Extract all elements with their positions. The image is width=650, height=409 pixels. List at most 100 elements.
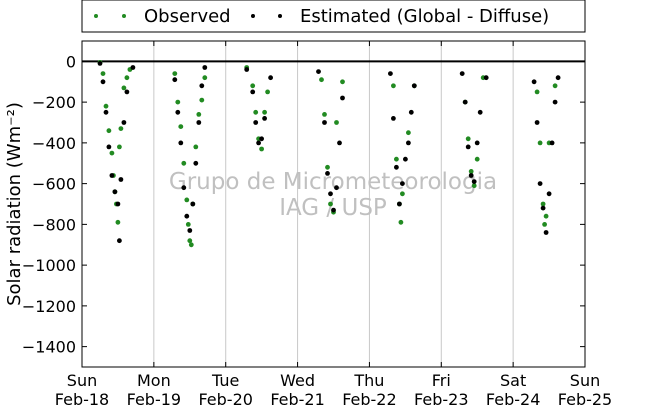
- y-axis-label: Solar radiation (Wm⁻²): [4, 102, 25, 306]
- estimated-point: [537, 181, 543, 187]
- observed-point: [325, 164, 330, 170]
- observed-point: [118, 126, 124, 131]
- observed-point: [322, 112, 327, 117]
- estimated-point: [196, 120, 202, 125]
- legend: Observed Estimated (Global - Diffuse): [81, 0, 586, 33]
- estimated-point: [337, 140, 342, 146]
- estimated-point: [340, 95, 345, 101]
- x-tick-date: Feb-18: [55, 390, 109, 409]
- legend-label-observed: Observed: [144, 6, 231, 27]
- estimated-point: [483, 75, 489, 81]
- observed-point: [471, 183, 477, 189]
- estimated-point: [124, 89, 130, 95]
- x-tick-day: Wed: [280, 371, 315, 390]
- estimated-point: [121, 120, 127, 125]
- estimated-point: [391, 116, 396, 121]
- observed-point: [328, 201, 333, 207]
- x-tick-date: Feb-22: [342, 390, 396, 409]
- observed-point: [199, 97, 205, 103]
- estimated-point: [406, 140, 411, 146]
- observed-point: [398, 219, 404, 225]
- x-tick-day: Tue: [211, 371, 239, 390]
- y-tick-label: −400: [32, 134, 76, 153]
- observed-point: [334, 120, 339, 125]
- estimated-point: [468, 173, 474, 178]
- x-tick-day: Thu: [353, 371, 384, 390]
- legend-marker-estimated: [278, 14, 282, 18]
- observed-point: [106, 128, 112, 134]
- estimated-point: [109, 173, 115, 178]
- observed-point: [115, 219, 121, 225]
- estimated-point: [471, 179, 477, 185]
- observed-point: [188, 242, 194, 248]
- observed-point: [178, 124, 184, 129]
- observed-point: [121, 85, 127, 91]
- estimated-point: [117, 238, 122, 244]
- estimated-point: [259, 136, 264, 142]
- x-tick-date: Feb-19: [127, 390, 181, 409]
- estimated-point: [477, 109, 483, 115]
- observed-point: [253, 109, 259, 115]
- estimated-point: [465, 144, 471, 150]
- watermark: Grupo de Micrometeorologia IAG / USP: [169, 169, 497, 221]
- estimated-point: [172, 77, 178, 83]
- estimated-point: [253, 120, 259, 125]
- observed-point: [400, 191, 405, 197]
- x-axis-ticks: SunFeb-18MonFeb-19TueFeb-20WedFeb-21ThuF…: [55, 41, 612, 409]
- x-tick-day: Mon: [137, 371, 171, 390]
- legend-entry-estimated: Estimated (Global - Diffuse): [251, 6, 549, 27]
- estimated-point: [184, 213, 190, 219]
- grid: [153, 41, 514, 367]
- observed-point: [172, 71, 178, 76]
- estimated-point: [552, 99, 558, 105]
- x-tick-date: Feb-21: [270, 390, 324, 409]
- estimated-point: [531, 79, 537, 85]
- x-tick-date: Feb-23: [414, 390, 468, 409]
- estimated-point: [262, 116, 267, 121]
- observed-point: [100, 71, 106, 76]
- watermark-line-1: Grupo de Micrometeorologia: [169, 169, 497, 195]
- observed-point: [543, 213, 549, 219]
- estimated-point: [202, 65, 208, 70]
- estimated-point: [106, 144, 112, 150]
- estimated-point: [190, 201, 196, 207]
- observed-point: [175, 99, 181, 105]
- estimated-point: [403, 156, 408, 162]
- legend-frame: [81, 0, 586, 33]
- estimated-point: [316, 69, 321, 74]
- estimated-point: [328, 191, 333, 197]
- legend-marker-observed: [94, 14, 98, 18]
- observed-point: [193, 144, 199, 150]
- estimated-point: [250, 89, 256, 95]
- observed-point: [103, 103, 109, 109]
- estimated-point: [193, 160, 199, 166]
- estimated-point: [543, 230, 549, 235]
- observed-point: [319, 77, 324, 83]
- observed-point: [391, 83, 396, 89]
- observed-point: [542, 222, 547, 227]
- x-tick-day: Fri: [432, 371, 451, 390]
- estimated-point: [115, 201, 121, 207]
- estimated-point: [534, 120, 540, 125]
- observed-point: [262, 109, 267, 115]
- estimated-point: [268, 75, 273, 81]
- observed-point: [196, 112, 202, 117]
- observed-point: [109, 150, 115, 156]
- estimated-point: [474, 140, 480, 146]
- observed-point: [534, 89, 540, 95]
- y-tick-label: −1200: [22, 297, 76, 316]
- x-tick-date: Feb-25: [558, 390, 612, 409]
- x-tick-day: Sun: [67, 371, 97, 390]
- legend-label-estimated: Estimated (Global - Diffuse): [300, 6, 549, 27]
- observed-point: [540, 201, 546, 207]
- observed-point: [187, 238, 193, 244]
- observed-point: [184, 197, 190, 203]
- estimated-point: [397, 201, 402, 207]
- x-tick-date: Feb-20: [198, 390, 252, 409]
- legend-entry-observed: Observed: [94, 6, 231, 27]
- plot-frame: [81, 40, 586, 368]
- estimated-point: [103, 109, 109, 115]
- estimated-point: [100, 79, 106, 85]
- estimated-point: [540, 205, 546, 211]
